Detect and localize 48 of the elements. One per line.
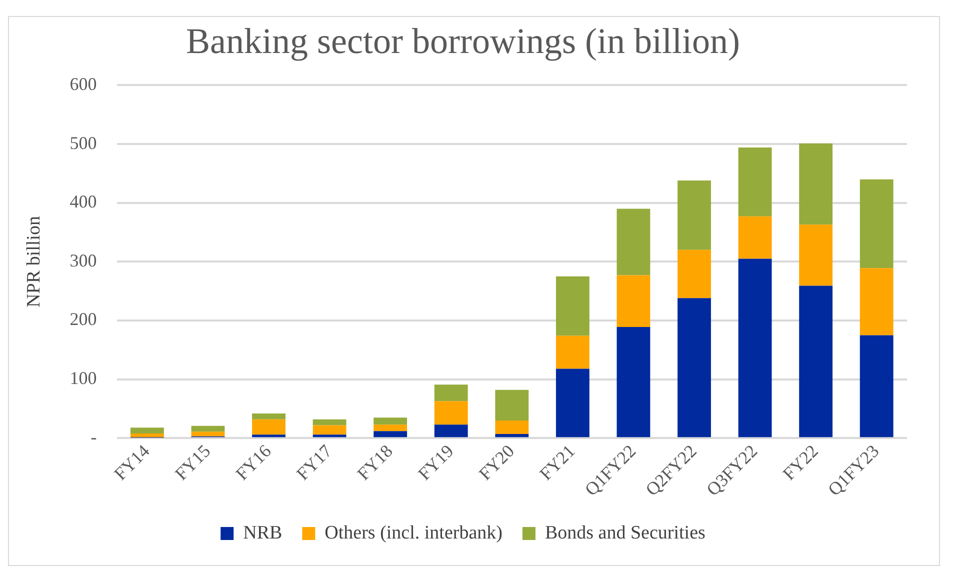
bar [374,431,408,438]
bar [191,426,225,432]
chart-title: Banking sector borrowings (in billion) [186,21,740,62]
bar [191,432,225,436]
bar [312,425,346,435]
bar [616,275,650,327]
bar [860,335,894,438]
bar [616,208,650,276]
bar [860,268,894,336]
bar [556,368,590,438]
bar [252,419,286,435]
bar [434,384,468,402]
bar [738,258,772,438]
legend-label: NRB [243,522,282,544]
legend-label: Others (incl. interbank) [324,522,502,544]
bar [495,420,529,434]
bar [252,413,286,420]
bar [434,424,468,438]
y-axis-title: NPR billion [23,216,44,308]
bar [860,179,894,268]
bar [495,434,529,438]
bar [252,434,286,438]
bar [312,434,346,438]
y-tick-label: 400 [70,192,97,212]
bar [130,428,164,434]
bar [738,216,772,259]
bar [374,424,408,432]
y-tick-label: 300 [70,250,97,270]
y-tick-label: 200 [70,309,97,330]
bar [556,336,590,369]
bar [616,326,650,438]
bar [678,298,711,438]
bar [556,276,590,336]
bar [799,143,833,225]
bar [434,401,468,425]
bar [738,148,772,216]
y-tick-label: 600 [70,74,97,94]
bar [495,390,529,421]
bar [799,224,833,286]
y-tick-label: 100 [70,368,97,388]
bar [799,286,833,438]
bar [678,180,711,250]
bar [312,419,346,426]
legend-label: Bonds and Securities [544,522,706,544]
bar [374,418,408,425]
y-tick-label: - [90,426,97,447]
bar [678,250,711,298]
y-tick-label: 500 [70,132,97,153]
